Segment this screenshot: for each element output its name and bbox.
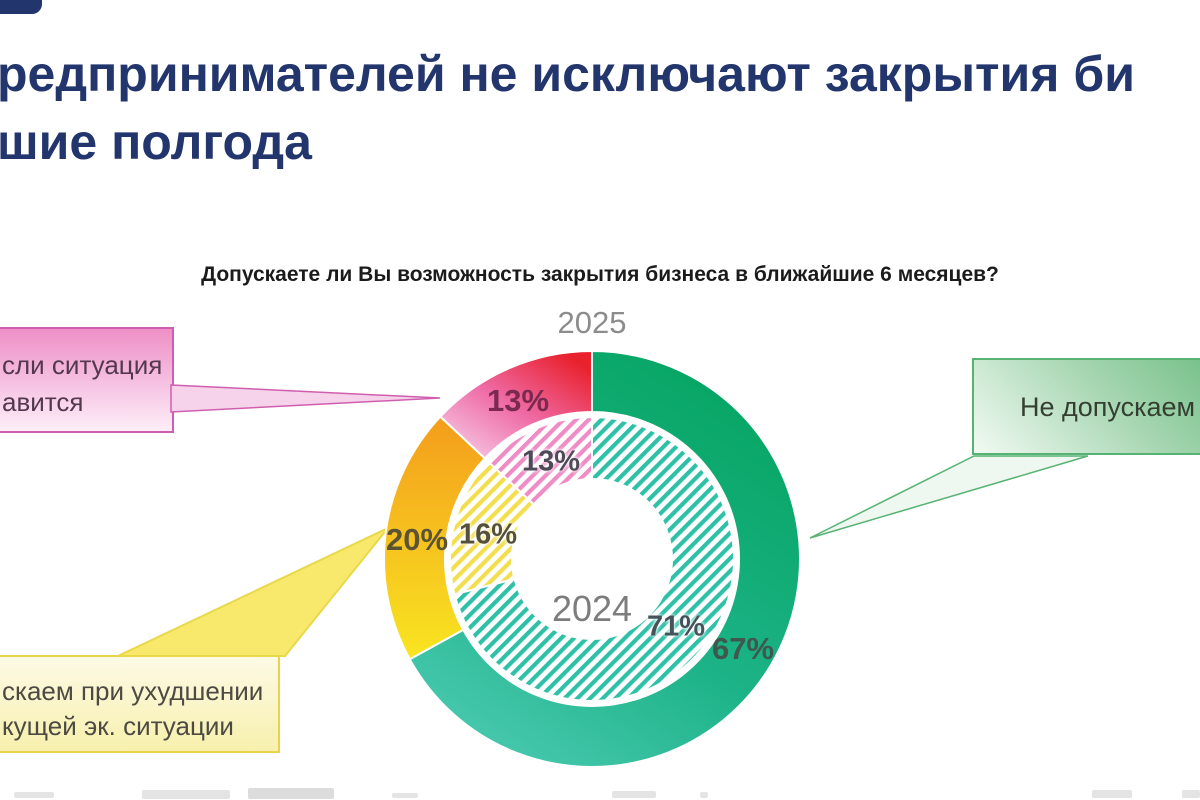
outer-segment-label-green: 67% <box>711 631 775 666</box>
outer-ring-segment-green <box>408 350 801 768</box>
yellow-callout-arrow <box>117 527 389 657</box>
inner-ring-segment-teal <box>453 416 735 702</box>
callout-yellow-box <box>0 655 280 753</box>
slide-title: редпринимателей не исключают закрытия би… <box>0 40 1135 176</box>
footnote-fragment <box>612 791 656 798</box>
corner-decoration <box>0 0 42 14</box>
footnote-fragment <box>1092 790 1132 798</box>
inner-segment-label-yellow: 16% <box>458 518 518 551</box>
year-label-2025: 2025 <box>557 305 627 340</box>
pink-callout-arrow <box>170 384 441 413</box>
chart-question: Допускаете ли Вы возможность закрытия би… <box>201 263 999 286</box>
callout-yellow-text-line2: кущей эк. ситуации <box>2 711 234 741</box>
callout-green-box <box>972 358 1200 455</box>
outer-segment-label-pink: 13% <box>486 383 550 418</box>
inner-segment-label-teal: 71% <box>646 610 706 643</box>
footnote-fragment <box>392 793 418 798</box>
footnote-fragment <box>14 792 54 798</box>
callout-yellow-text-line1: скаем при ухудшении <box>2 676 264 706</box>
footnote-fragment <box>248 788 334 799</box>
callout-pink-box <box>0 327 174 433</box>
footnote-fragment <box>1182 790 1200 798</box>
green-callout-arrow <box>809 455 1089 539</box>
footnote-fragment <box>700 792 708 798</box>
callout-pink-text-line2: авится <box>2 387 84 417</box>
footnote-fragment <box>142 790 230 799</box>
outer-segment-label-yellow: 20% <box>385 522 449 557</box>
inner-segment-label-pink: 13% <box>521 445 581 478</box>
callout-green-text: Не допускаем <box>1020 392 1196 422</box>
callout-pink-text-line1: сли ситуация <box>2 350 163 380</box>
slide-title-line2: шие полгода <box>0 114 312 170</box>
slide-title-line1: редпринимателей не исключают закрытия би <box>0 46 1135 102</box>
